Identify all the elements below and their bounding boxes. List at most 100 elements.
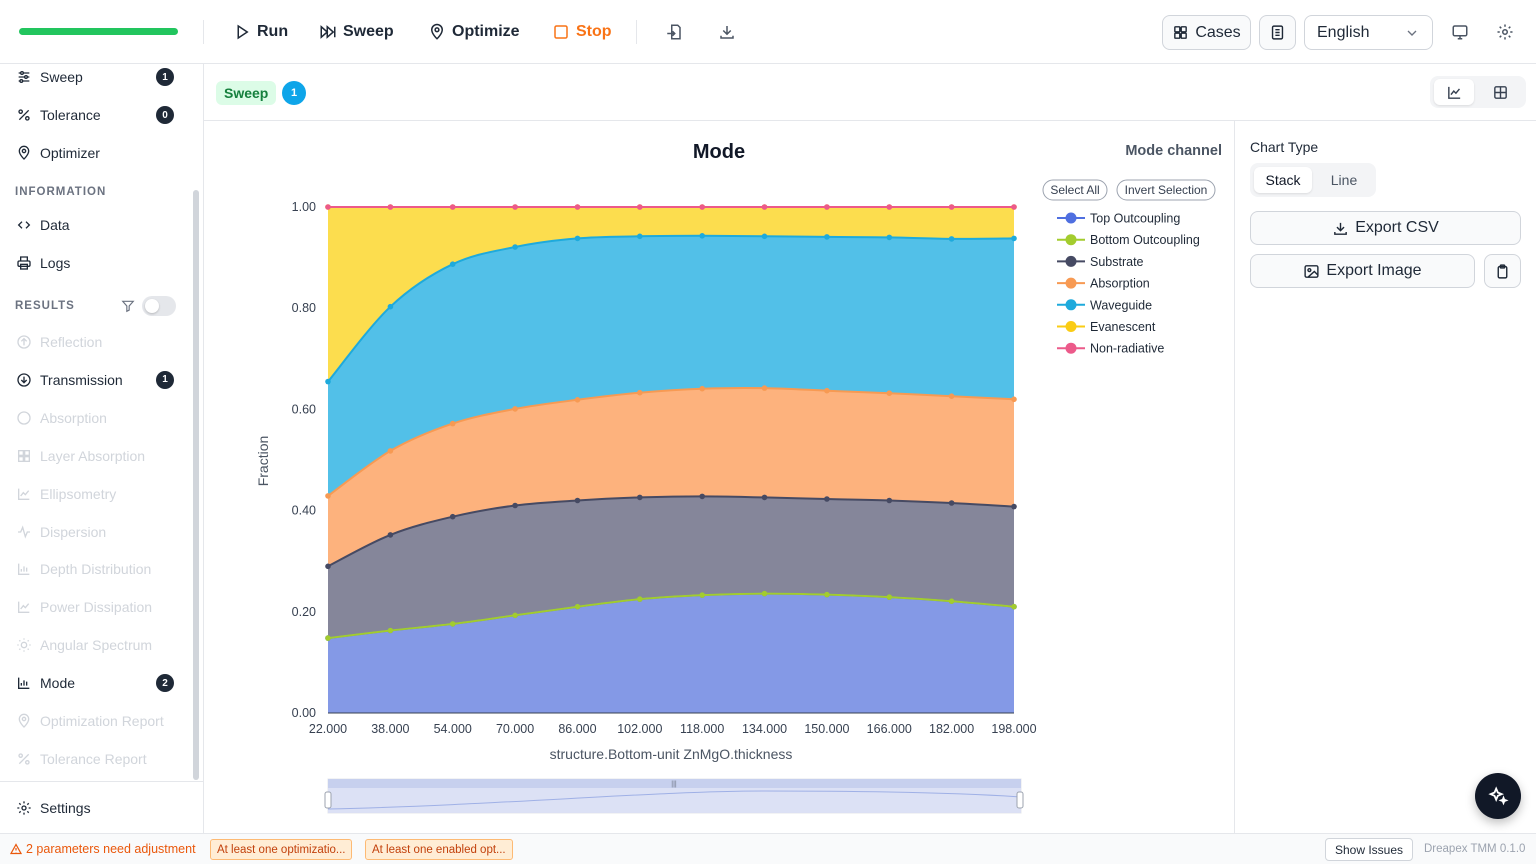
data-point-non-radiative[interactable]: [1011, 204, 1017, 210]
data-point-waveguide[interactable]: [325, 378, 331, 385]
run-button[interactable]: Run: [233, 20, 288, 44]
sweep-tag[interactable]: Sweep: [216, 81, 277, 105]
issue-chip[interactable]: At least one optimizatio...: [210, 839, 353, 860]
legend-swatch-non-radiative[interactable]: [1065, 342, 1077, 354]
optimize-button[interactable]: Optimize: [428, 20, 520, 44]
data-point-substrate[interactable]: [761, 494, 768, 501]
data-point-bottom-outcoupling[interactable]: [574, 603, 581, 610]
data-point-bottom-outcoupling[interactable]: [886, 594, 893, 600]
export-csv-button[interactable]: Export CSV: [1250, 211, 1521, 245]
display-button[interactable]: [1450, 22, 1470, 42]
legend-item-evanescent[interactable]: Evanescent: [1090, 320, 1156, 334]
legend-item-substrate[interactable]: Substrate: [1090, 255, 1144, 269]
notes-button[interactable]: [1259, 15, 1296, 50]
chart-view-button[interactable]: [1434, 79, 1474, 105]
data-point-absorption[interactable]: [449, 420, 456, 427]
settings-button[interactable]: [1495, 22, 1515, 42]
cases-button[interactable]: Cases: [1162, 15, 1251, 50]
data-point-waveguide[interactable]: [948, 236, 955, 242]
data-point-non-radiative[interactable]: [637, 204, 643, 210]
data-point-absorption[interactable]: [574, 397, 581, 403]
data-point-waveguide[interactable]: [574, 235, 581, 242]
legend-item-non-radiative[interactable]: Non-radiative: [1090, 342, 1164, 356]
data-point-substrate[interactable]: [699, 493, 705, 500]
data-point-substrate[interactable]: [574, 497, 581, 504]
legend-swatch-evanescent[interactable]: [1065, 321, 1077, 332]
data-point-non-radiative[interactable]: [512, 204, 518, 210]
issue-chip[interactable]: At least one enabled opt...: [365, 839, 513, 860]
data-point-absorption[interactable]: [886, 390, 893, 397]
sidebar-item-mode[interactable]: Mode 2: [16, 671, 186, 695]
sidebar-item-optimizer[interactable]: Optimizer: [16, 141, 186, 165]
zoom-handle-left[interactable]: [324, 791, 332, 809]
data-point-substrate[interactable]: [512, 502, 518, 509]
data-point-absorption[interactable]: [512, 406, 518, 412]
legend-swatch-waveguide[interactable]: [1065, 299, 1077, 311]
data-point-bottom-outcoupling[interactable]: [449, 621, 456, 627]
data-point-non-radiative[interactable]: [824, 204, 830, 210]
chart-type-line[interactable]: Line: [1330, 172, 1358, 188]
invert-selection-button[interactable]: [1116, 179, 1216, 201]
select-all-button[interactable]: [1042, 179, 1108, 201]
export-image-button[interactable]: Export Image: [1250, 254, 1475, 288]
data-point-absorption[interactable]: [761, 385, 768, 391]
legend-item-absorption[interactable]: Absorption: [1090, 277, 1150, 291]
zoom-slider-bar[interactable]: [328, 779, 1021, 788]
language-select[interactable]: English: [1304, 15, 1433, 50]
sidebar-item-logs[interactable]: Logs: [16, 251, 186, 275]
ai-assistant-button[interactable]: [1475, 773, 1521, 819]
data-point-waveguide[interactable]: [761, 233, 768, 240]
data-point-waveguide[interactable]: [637, 233, 643, 240]
data-point-bottom-outcoupling[interactable]: [824, 591, 830, 598]
data-point-waveguide[interactable]: [886, 234, 893, 241]
table-view-button[interactable]: [1480, 79, 1520, 105]
zoom-slider-window[interactable]: [328, 788, 1021, 813]
data-point-substrate[interactable]: [1011, 503, 1017, 510]
data-point-non-radiative[interactable]: [387, 204, 394, 210]
data-point-absorption[interactable]: [824, 387, 830, 394]
sidebar-item-settings[interactable]: Settings: [16, 796, 186, 820]
data-point-absorption[interactable]: [1011, 396, 1017, 403]
data-point-bottom-outcoupling[interactable]: [325, 635, 331, 641]
sidebar-item-transmission[interactable]: Transmission 1: [16, 368, 186, 392]
data-point-non-radiative[interactable]: [699, 204, 705, 210]
data-point-bottom-outcoupling[interactable]: [1011, 603, 1017, 610]
legend-swatch-top-outcoupling[interactable]: [1065, 212, 1077, 224]
legend-item-waveguide[interactable]: Waveguide: [1090, 298, 1152, 312]
copy-image-button[interactable]: [1484, 254, 1521, 288]
results-filter-toggle[interactable]: [142, 296, 176, 316]
sidebar-scrollbar[interactable]: [193, 190, 199, 780]
data-point-waveguide[interactable]: [699, 233, 705, 239]
stop-button[interactable]: Stop: [552, 20, 612, 44]
sidebar-item-data[interactable]: Data: [16, 213, 186, 237]
data-point-bottom-outcoupling[interactable]: [948, 598, 955, 604]
data-point-bottom-outcoupling[interactable]: [512, 612, 518, 619]
data-point-substrate[interactable]: [387, 532, 394, 538]
chart-type-stack[interactable]: Stack: [1254, 167, 1312, 193]
legend-item-bottom-outcoupling[interactable]: Bottom Outcoupling: [1090, 233, 1200, 247]
sweep-button[interactable]: Sweep: [319, 20, 394, 44]
data-point-waveguide[interactable]: [449, 261, 456, 267]
data-point-absorption[interactable]: [325, 493, 331, 499]
data-point-waveguide[interactable]: [824, 234, 830, 240]
data-point-substrate[interactable]: [325, 563, 331, 570]
data-point-substrate[interactable]: [824, 496, 830, 502]
import-button[interactable]: [664, 22, 684, 42]
data-point-bottom-outcoupling[interactable]: [699, 592, 705, 598]
legend-swatch-bottom-outcoupling[interactable]: [1065, 234, 1077, 246]
data-point-non-radiative[interactable]: [886, 204, 893, 210]
sidebar-item-sweep[interactable]: Sweep 1: [16, 65, 186, 89]
data-point-waveguide[interactable]: [512, 244, 518, 250]
data-point-waveguide[interactable]: [1011, 235, 1017, 242]
data-point-non-radiative[interactable]: [574, 204, 581, 210]
zoom-handle-right[interactable]: [1016, 791, 1024, 809]
data-point-absorption[interactable]: [387, 448, 394, 454]
sidebar-item-tolerance[interactable]: Tolerance 0: [16, 103, 186, 127]
legend-swatch-substrate[interactable]: [1065, 255, 1077, 267]
data-point-non-radiative[interactable]: [761, 204, 768, 210]
data-point-non-radiative[interactable]: [449, 204, 456, 210]
download-button[interactable]: [717, 22, 737, 42]
filter-icon[interactable]: [121, 299, 135, 313]
zoom-grip[interactable]: |||: [671, 781, 677, 788]
data-point-bottom-outcoupling[interactable]: [637, 596, 643, 602]
